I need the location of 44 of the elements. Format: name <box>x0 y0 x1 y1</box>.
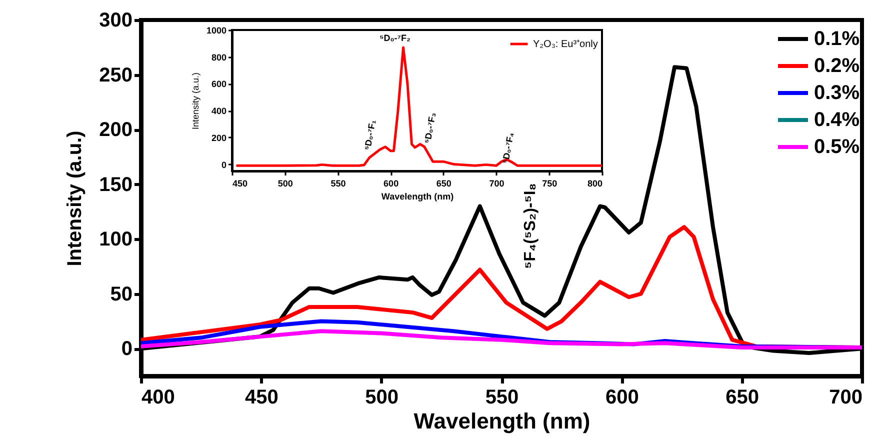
annotation: ⁵F₄(⁵S₂)-⁵I₈ <box>522 183 539 269</box>
x-tick-label: 750 <box>542 178 558 188</box>
y-tick-label: 1000 <box>206 26 226 36</box>
x-tick-label: 700 <box>489 178 504 188</box>
x-tick-label: 450 <box>232 178 248 188</box>
y-tick-label: 200 <box>211 132 226 143</box>
line-series <box>141 329 862 350</box>
x-tick-label: 400 <box>142 386 175 408</box>
y-tick-label: 600 <box>211 79 226 90</box>
y-tick-label: 0 <box>121 338 132 360</box>
legend-label: 0.3% <box>814 82 860 104</box>
y-tick-label: 800 <box>211 52 226 62</box>
legend-label: 0.2% <box>814 55 860 77</box>
x-tick-label: 600 <box>605 386 639 408</box>
y-tick-label: 0 <box>221 160 226 170</box>
legend-label: 0.4% <box>814 109 860 131</box>
x-tick-label: 800 <box>587 178 602 188</box>
y-tick-label: 250 <box>99 64 132 86</box>
x-tick-label: 500 <box>278 178 293 188</box>
annotation: ⁵D₀-⁷F₃ <box>422 112 438 144</box>
x-axis-title: Wavelength (nm) <box>381 192 454 202</box>
annotation: ⁵D₀-⁷F₂ <box>380 33 410 43</box>
annotation: ⁵D₀-⁷F₁ <box>362 118 378 151</box>
legend-label: 0.5% <box>814 136 860 158</box>
y-tick-label: 400 <box>211 106 226 116</box>
x-tick-label: 550 <box>485 386 519 408</box>
x-tick-label: 650 <box>726 386 760 408</box>
x-axis-title: Wavelength (nm) <box>414 408 590 434</box>
x-tick-label: 550 <box>330 178 346 188</box>
y-tick-label: 50 <box>110 283 132 306</box>
x-tick-label: 650 <box>436 178 452 188</box>
y-tick-label: 150 <box>99 174 132 196</box>
y-axis-title: Intensity (a.u.) <box>190 72 200 130</box>
y-tick-label: 200 <box>99 119 132 142</box>
x-tick-label: 450 <box>244 386 278 408</box>
y-tick-label: 100 <box>99 228 132 251</box>
legend-label: 0.1% <box>814 28 860 50</box>
x-tick-label: 500 <box>365 386 399 408</box>
annotation: ⁵D₀-⁷F₄ <box>500 132 516 164</box>
y-axis-title: Intensity (a.u.) <box>64 130 86 266</box>
x-tick-label: 700 <box>829 386 862 408</box>
x-tick-label: 600 <box>384 178 399 188</box>
y-tick-label: 300 <box>99 10 132 32</box>
legend-label: Y₂O₃: Eu³⁺only <box>533 39 598 50</box>
